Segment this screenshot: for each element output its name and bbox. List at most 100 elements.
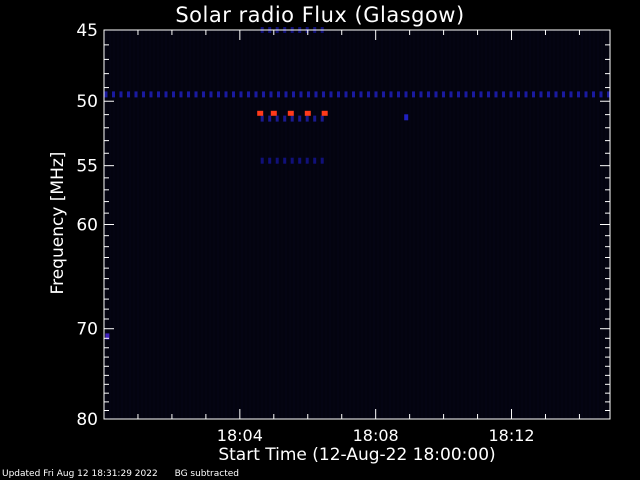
band-mark [305,115,309,122]
band-mark [290,115,294,122]
band-mark [209,91,213,98]
band-mark [254,91,258,98]
band-mark [374,91,378,98]
band-mark [539,91,543,98]
band-mark [367,91,370,98]
band-mark [283,157,287,164]
band-mark [247,91,250,98]
band-mark [592,91,595,98]
band-mark [322,91,325,98]
band-mark [509,91,513,98]
band-mark [290,157,294,164]
band-mark [277,91,280,98]
band-mark [329,91,333,98]
band-mark [397,91,400,98]
band-mark [262,91,265,98]
band-mark [299,91,303,98]
band-mark [344,91,348,98]
band-mark [283,115,287,122]
band-mark [292,91,295,98]
band-mark [275,115,279,122]
band-mark [112,91,115,98]
background-note: BG subtracted [174,469,239,479]
band-mark [268,115,272,122]
band-mark [577,91,580,98]
band-mark [479,91,483,98]
band-mark [260,115,264,122]
band-mark [202,91,205,98]
band-mark [142,91,145,98]
plot-axes: 45 50 55 60 70 80 18:04 18:08 18:12 [76,21,611,445]
x-axis-label: Start Time (12-Aug-22 18:00:00) [218,445,496,465]
band-mark [104,91,108,98]
band-mark [127,91,130,98]
band-mark [524,91,528,98]
spot-mark [404,114,409,121]
band-mark [313,115,317,122]
hotspot-mark [304,110,311,116]
band-mark [337,91,340,98]
band-mark [224,91,228,98]
band-mark [149,91,153,98]
band-mark [412,91,415,98]
band-mark [172,91,175,98]
band-mark [320,157,324,164]
band-mark [517,91,520,98]
hotspot-mark [257,110,264,116]
band-mark [239,91,243,98]
band-mark [389,91,393,98]
band-mark [359,91,363,98]
band-mark [260,157,264,164]
y-tick-label: 70 [76,320,98,340]
band-mark [232,91,235,98]
band-mark [187,91,190,98]
band-mark [194,91,198,98]
band-mark [134,91,138,98]
y-tick-label: 80 [76,410,98,430]
band-mark [157,91,160,98]
band-mark [179,91,183,98]
hotspot-mark [287,110,294,116]
band-mark [382,91,385,98]
band-mark [554,91,558,98]
band-mark [352,91,355,98]
band-mark [562,91,565,98]
x-tick-label: 18:12 [488,426,534,445]
band-mark [449,91,453,98]
updated-timestamp: Updated Fri Aug 12 18:31:29 2022 [2,469,158,479]
band-mark [584,91,588,98]
y-tick-label: 55 [76,157,98,177]
band-mark [547,91,550,98]
y-tick-label: 45 [76,21,98,41]
band-mark [464,91,468,98]
hotspot-mark [321,110,328,116]
band-mark [305,157,309,164]
band-mark [532,91,535,98]
band-mark [298,115,302,122]
band-mark [119,91,123,98]
spot-mark [105,333,110,340]
x-tick-label: 18:08 [353,426,399,445]
band-mark [275,157,279,164]
band-mark [442,91,445,98]
band-mark [314,91,318,98]
band-mark [217,91,220,98]
band-mark [404,91,408,98]
band-mark [472,91,475,98]
band-mark [569,91,573,98]
band-mark [457,91,460,98]
band-mark [502,91,505,98]
band-mark [487,91,490,98]
x-tick-label: 18:04 [217,426,263,445]
y-axis-label: Frequency [MHz] [48,151,68,295]
band-mark [434,91,438,98]
band-mark [164,91,168,98]
chart-title: Solar radio Flux (Glasgow) [175,3,465,27]
band-mark [313,157,317,164]
band-mark [607,91,610,98]
hotspot-mark [270,110,277,116]
band-mark [419,91,423,98]
band-mark [268,157,272,164]
